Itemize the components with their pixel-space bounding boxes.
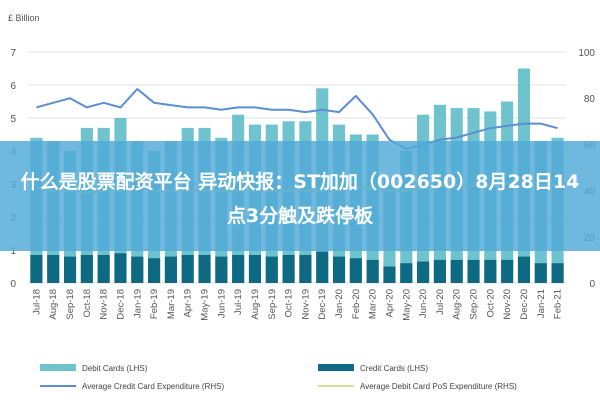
credit-bar xyxy=(97,254,110,283)
x-axis-tick: Apr-20 xyxy=(384,289,395,318)
credit-bar xyxy=(47,254,60,283)
credit-bar xyxy=(316,251,329,283)
x-axis-tick: Aug-18 xyxy=(48,289,59,320)
left-axis-tick: 7 xyxy=(10,48,16,59)
credit-bar xyxy=(131,256,144,283)
credit-bar xyxy=(332,256,346,283)
banner-headline: 什么是股票配资平台 异动快报：ST加加（002650）8月28日14点3分触及跌… xyxy=(20,171,580,227)
x-axis-tick: Aug-20 xyxy=(452,289,463,320)
right-axis-tick: 80 xyxy=(584,94,596,105)
credit-bar xyxy=(63,256,77,283)
credit-bar xyxy=(282,254,295,283)
credit-bar xyxy=(248,254,262,283)
x-axis-tick: Jan-21 xyxy=(536,289,547,318)
credit-bar xyxy=(80,254,93,283)
legend-label-avg-debit: Average Debit Card PoS Expenditure (RHS) xyxy=(360,382,517,391)
legend-label-avg-credit: Average Credit Card Expenditure (RHS) xyxy=(82,382,224,391)
credit-bar xyxy=(501,259,514,283)
right-axis-tick: 100 xyxy=(578,48,595,59)
x-axis-tick: Dec-18 xyxy=(115,289,126,320)
credit-bar xyxy=(433,259,446,283)
credit-bar xyxy=(467,259,480,283)
credit-bar xyxy=(450,259,463,283)
x-axis-tick: Nov-19 xyxy=(300,289,311,320)
x-axis-tick: Feb-19 xyxy=(149,289,160,319)
legend: Debit Cards (LHS) Credit Cards (LHS) Ave… xyxy=(40,364,517,391)
credit-bar xyxy=(265,256,278,283)
x-axis-tick: Oct-20 xyxy=(485,289,496,318)
credit-bar xyxy=(366,259,379,283)
x-axis-tick: Apr-19 xyxy=(183,289,194,318)
x-axis-tick: Jul-18 xyxy=(31,289,42,315)
x-axis-tick: Sep-19 xyxy=(267,289,278,320)
unit-label: £ Billion xyxy=(8,13,40,23)
credit-bar xyxy=(30,254,43,283)
x-axis-tick: Mar-20 xyxy=(368,289,379,319)
avg-credit-expenditure-line xyxy=(36,88,558,150)
x-axis-tick: Feb-20 xyxy=(351,289,362,319)
x-axis-tick: Sep-18 xyxy=(65,289,76,320)
right-axis-tick: 0 xyxy=(589,279,595,290)
x-axis-tick: Sep-20 xyxy=(469,289,480,320)
axis-ticks: 01234567020406080100Jul-18Aug-18Sep-18Oc… xyxy=(10,48,595,321)
x-axis-tick: Dec-20 xyxy=(519,289,530,320)
left-axis-tick: 0 xyxy=(10,279,16,290)
credit-bar xyxy=(383,266,396,283)
x-axis-tick: May-20 xyxy=(401,289,412,321)
legend-label-debit: Debit Cards (LHS) xyxy=(82,364,148,373)
credit-bar xyxy=(232,254,245,283)
credit-bar xyxy=(417,261,430,283)
x-axis-tick: May-19 xyxy=(200,289,211,321)
x-axis-tick: Nov-18 xyxy=(99,289,110,320)
credit-bar xyxy=(349,258,362,283)
x-axis-tick: Jun-20 xyxy=(418,289,429,318)
credit-bar xyxy=(551,263,564,283)
x-axis-tick: Aug-19 xyxy=(250,289,261,320)
left-axis-tick: 1 xyxy=(10,246,16,257)
credit-bar xyxy=(164,256,177,283)
x-axis-tick: Oct-18 xyxy=(82,289,93,318)
credit-bar xyxy=(181,254,194,283)
x-axis-tick: Jul-20 xyxy=(435,289,446,315)
x-axis-tick: Jul-19 xyxy=(233,289,244,315)
credit-bar xyxy=(534,263,547,283)
credit-bar xyxy=(517,256,531,283)
left-axis-tick: 6 xyxy=(10,81,16,92)
left-axis-tick: 5 xyxy=(10,114,16,125)
credit-bar xyxy=(114,253,127,283)
x-axis-tick: Dec-19 xyxy=(317,289,328,320)
x-axis-tick: Jun-19 xyxy=(216,289,227,318)
legend-swatch-debit xyxy=(40,364,76,371)
headline-banner: 什么是股票配资平台 异动快报：ST加加（002650）8月28日14点3分触及跌… xyxy=(0,141,600,251)
credit-bar xyxy=(215,256,228,283)
x-axis-tick: Jan-20 xyxy=(334,289,345,318)
credit-bar xyxy=(148,258,161,283)
x-axis-tick: Feb-21 xyxy=(553,289,564,319)
x-axis-tick: Jan-19 xyxy=(132,289,143,318)
x-axis-tick: Mar-19 xyxy=(166,289,177,319)
credit-bar xyxy=(400,263,413,283)
credit-bar xyxy=(198,254,211,283)
x-axis-tick: Oct-19 xyxy=(284,289,295,318)
legend-swatch-credit xyxy=(318,364,354,371)
credit-bar xyxy=(299,254,312,283)
x-axis-tick: Nov-20 xyxy=(502,289,513,320)
legend-label-credit: Credit Cards (LHS) xyxy=(360,364,428,373)
credit-bar xyxy=(484,259,497,283)
